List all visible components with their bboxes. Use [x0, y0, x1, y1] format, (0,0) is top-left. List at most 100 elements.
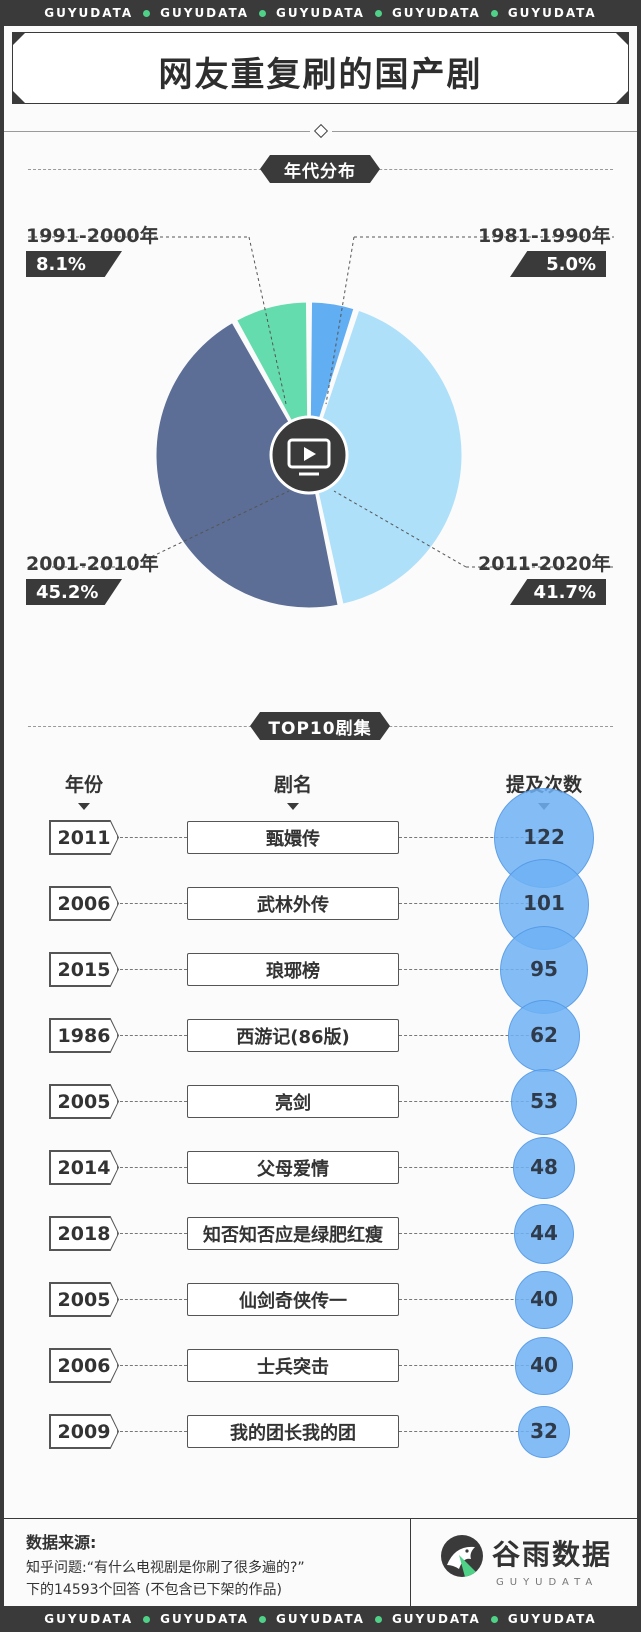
source-title: 数据来源:: [26, 1533, 97, 1552]
pie-pct-2001-2010: 45.2%: [26, 579, 122, 605]
row-year: 2009: [50, 1415, 118, 1448]
count-bubble: [512, 1136, 576, 1200]
row-connector: [399, 1167, 544, 1168]
row-year: 1986: [50, 1019, 118, 1052]
corner-decoration: [13, 33, 25, 45]
green-dot-icon: [490, 9, 498, 17]
pie-pct-1991-2000: 8.1%: [26, 251, 122, 277]
row-connector: [399, 1101, 544, 1102]
row-drama-name: 甄嬛传: [187, 821, 399, 854]
row-drama-name: 知否知否应是绿肥红瘦: [187, 1217, 399, 1250]
table-row: 2006 武林外传 101: [4, 858, 637, 950]
green-dot-icon: [259, 9, 267, 17]
row-year: 2005: [50, 1085, 118, 1118]
triangle-down-icon: [287, 803, 299, 810]
row-year: 2011: [50, 821, 118, 854]
corner-decoration: [616, 33, 628, 45]
triangle-down-icon: [78, 803, 90, 810]
count-bubble: [513, 1203, 575, 1265]
strip-word: GUYUDATA: [276, 6, 365, 20]
tv-icon: [269, 415, 349, 495]
row-count: 62: [530, 1023, 558, 1047]
count-bubble: [511, 1069, 577, 1135]
leader-line: [325, 236, 355, 405]
row-connector: [120, 903, 187, 904]
pie-label-1981-1990: 1981-1990年: [478, 225, 611, 247]
footer: 数据来源: 知乎问题:“有什么电视剧是你刷了很多遍的?” 下的14593个回答 …: [4, 1518, 637, 1607]
pie-label-1991-2000: 1991-2000年: [26, 225, 159, 247]
strip-word: GUYUDATA: [44, 1612, 134, 1626]
green-dot-icon: [143, 9, 151, 17]
pie-pct-2011-2020: 41.7%: [510, 579, 606, 605]
row-connector: [120, 1365, 187, 1366]
pie-label-2011-2020: 2011-2020年: [478, 553, 611, 575]
row-connector: [399, 1431, 544, 1432]
corner-decoration: [13, 91, 25, 103]
footer-divider: [410, 1519, 411, 1607]
row-count: 53: [530, 1089, 558, 1113]
strip-word: GUYUDATA: [44, 6, 134, 20]
row-connector: [120, 837, 187, 838]
column-header-name: 剧名: [243, 770, 343, 810]
leader-line: [248, 236, 287, 405]
row-drama-name: 我的团长我的团: [187, 1415, 399, 1448]
leader-line: [129, 490, 290, 568]
row-connector: [399, 1233, 544, 1234]
leader-line: [333, 490, 467, 568]
row-connector: [399, 1299, 544, 1300]
green-dot-icon: [374, 1615, 382, 1623]
row-drama-name: 父母爱情: [187, 1151, 399, 1184]
green-dot-icon: [143, 1615, 151, 1623]
strip-word: GUYUDATA: [160, 1612, 250, 1626]
strip-word: GUYUDATA: [507, 6, 597, 20]
source-line-2: 下的14593个回答 (不包含已下架的作品): [26, 1582, 282, 1598]
table-row: 2011 甄嬛传 122: [4, 788, 637, 888]
bird-logo-icon: [441, 1535, 483, 1577]
row-count: 44: [530, 1221, 558, 1245]
row-year: 2014: [50, 1151, 118, 1184]
page-title: 网友重复刷的国产剧: [158, 55, 483, 95]
green-dot-icon: [259, 1615, 267, 1623]
row-connector: [399, 969, 544, 970]
row-connector: [120, 969, 187, 970]
count-bubble: [518, 1406, 570, 1458]
row-count: 40: [530, 1353, 558, 1377]
row-year: 2006: [50, 1349, 118, 1382]
table-row: 2006 士兵突击 40: [4, 1337, 637, 1395]
strip-word: GUYUDATA: [507, 1612, 597, 1626]
green-dot-icon: [374, 9, 382, 17]
top-brand-strip: GUYUDATA GUYUDATA GUYUDATA GUYUDATA GUYUDATA: [0, 0, 641, 26]
table-row: 1986 西游记(86版) 62: [4, 1000, 637, 1072]
row-count: 122: [523, 825, 565, 849]
table-row: 2005 仙剑奇侠传一 40: [4, 1271, 637, 1329]
table-row: 2018 知否知否应是绿肥红瘦 44: [4, 1203, 637, 1265]
section-tag-distribution: 年代分布: [260, 155, 380, 183]
row-connector: [399, 1035, 544, 1036]
row-year: 2015: [50, 953, 118, 986]
row-connector: [120, 1167, 187, 1168]
strip-word: GUYUDATA: [160, 6, 250, 20]
row-drama-name: 亮剑: [187, 1085, 399, 1118]
strip-word: GUYUDATA: [391, 6, 481, 20]
row-drama-name: 琅琊榜: [187, 953, 399, 986]
pie-slice: [307, 307, 465, 608]
green-dot-icon: [490, 1615, 498, 1623]
row-drama-name: 武林外传: [187, 887, 399, 920]
section-tag-top10: TOP10剧集: [250, 712, 390, 740]
row-connector: [120, 1431, 187, 1432]
row-drama-name: 西游记(86版): [187, 1019, 399, 1052]
table-row: 2005 亮剑 53: [4, 1069, 637, 1135]
count-bubble: [515, 1271, 573, 1329]
pie-slice: [233, 299, 311, 456]
pie-slice: [153, 319, 341, 611]
row-connector: [120, 1101, 187, 1102]
pie-pct-1981-1990: 5.0%: [510, 251, 606, 277]
row-count: 32: [530, 1419, 558, 1443]
row-connector: [399, 903, 544, 904]
row-connector: [120, 1299, 187, 1300]
divider-line: [332, 131, 637, 132]
row-connector: [399, 837, 544, 838]
row-connector: [120, 1035, 187, 1036]
row-connector: [120, 1233, 187, 1234]
table-row: 2015 琅琊榜 95: [4, 925, 637, 1015]
